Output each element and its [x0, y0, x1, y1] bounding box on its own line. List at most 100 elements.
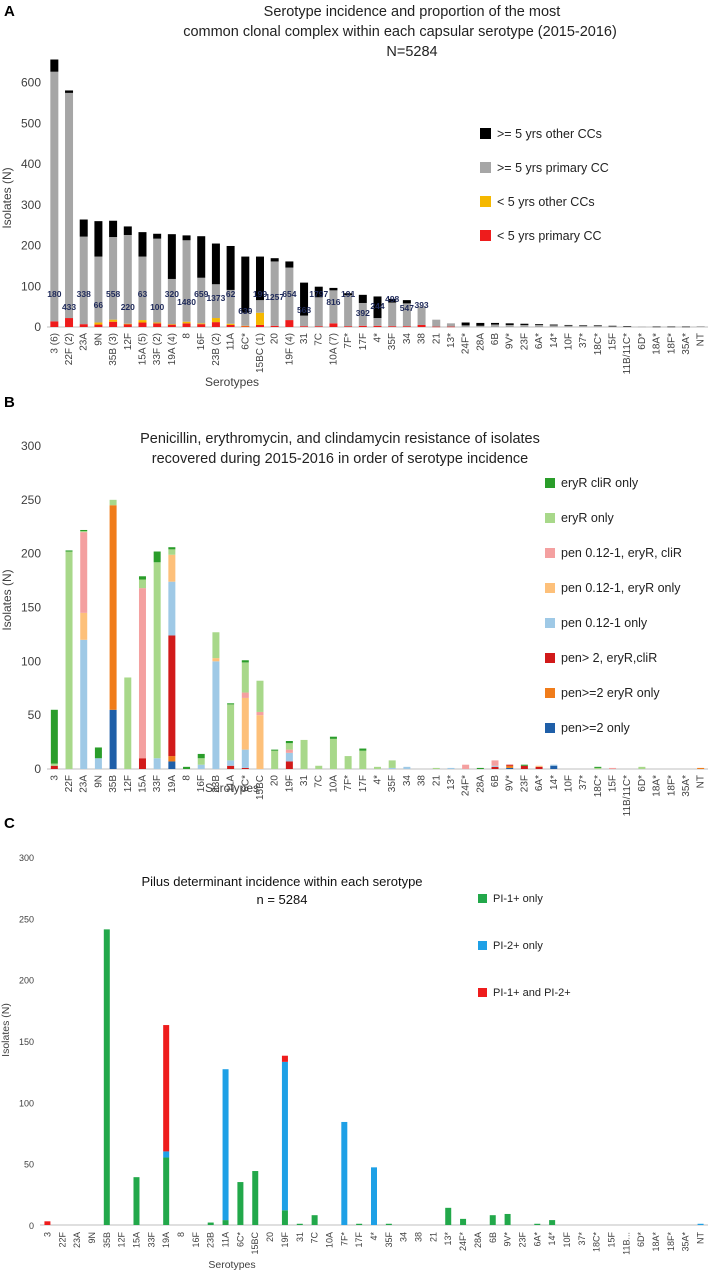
- panel-a-bar-5-yrs-other-ccs-17f: [358, 294, 367, 303]
- panel-c-bar-pi-1-only-6c: [237, 1182, 244, 1225]
- panel-a-bar-data-label: 498: [385, 294, 399, 304]
- panel-a-bar-5-yrs-primary-cc-15bc-1: [255, 300, 264, 313]
- panel-a-bar-5-yrs-primary-cc-31: [300, 315, 309, 327]
- panel-b-legend-swatch-pen-2-only: [545, 723, 555, 733]
- panel-a-xtick-label: 23B (2): [211, 333, 222, 366]
- panel-a-bar-data-label: 547: [400, 303, 414, 313]
- panel-a-xtick-label: 6C*: [240, 333, 251, 350]
- panel-a-bar-5-yrs-primary-cc-34: [402, 326, 411, 327]
- panel-a-bar-5-yrs-other-ccs-16f: [197, 323, 206, 325]
- panel-c-xtick-label: 16F: [191, 1232, 201, 1248]
- panel-c-ytick-label: 200: [19, 976, 34, 986]
- panel-a-xtick-label: 38: [417, 333, 428, 345]
- panel-b-bar-eryr-clir-only-22f: [65, 550, 73, 552]
- panel-b-legend-label-pen-2-eryr-only: pen>=2 eryR only: [561, 686, 660, 700]
- panel-a-bar-5-yrs-other-ccs-16f: [197, 236, 206, 278]
- panel-c-xtick-label: 19F: [280, 1232, 290, 1248]
- panel-b-xtick-label: 6D*: [637, 775, 648, 792]
- panel-a-bar-5-yrs-other-ccs-15bc-1: [255, 256, 264, 301]
- panel-b-bar-pen-0-12-1-eryr-only-19a: [168, 554, 176, 582]
- panel-b-bar-pen-0-12-1-eryr-clir-24f: [462, 764, 470, 769]
- panel-a-ylabel: Isolates (N): [0, 167, 14, 228]
- panel-c-ytick-label: 100: [19, 1098, 34, 1108]
- panel-b-xlabel: Serotypes: [205, 781, 259, 795]
- panel-b-xtick-label: 28A: [475, 775, 486, 793]
- panel-c-xtick-label: 17F: [354, 1232, 364, 1248]
- panel-b-title-line1: Penicillin, erythromycin, and clindamyci…: [140, 431, 540, 447]
- panel-c-xtick-label: 10F: [562, 1232, 572, 1248]
- panel-b-bar-eryr-clir-only-15a: [138, 576, 146, 580]
- panel-a-xtick-label: 31: [299, 333, 310, 345]
- panel-b-legend-label-pen-0-12-1-only: pen 0.12-1 only: [561, 616, 648, 630]
- panel-c-xtick-label: 15F: [607, 1232, 617, 1248]
- panel-b-bar-pen-2-eryr-only-nt: [697, 767, 705, 769]
- panel-a-xtick-label: 35A*: [681, 333, 692, 355]
- panel-b-ytick-label: 200: [21, 547, 41, 561]
- panel-b-bar-eryr-only-17f: [359, 750, 367, 769]
- panel-c-bar-pi-1-only-35b: [103, 929, 110, 1225]
- panel-b-ylabel: Isolates (N): [0, 569, 14, 630]
- panel-b-bar-eryr-clir-only-3: [50, 709, 58, 764]
- panel-a-xtick-label: 12F: [123, 333, 134, 350]
- panel-b-bar-pen-2-only-14: [550, 765, 558, 769]
- panel-a-legend-label-5-yrs-primary-cc: < 5 yrs primary CC: [497, 229, 602, 243]
- panel-b-legend-label-eryr-only: eryR only: [561, 511, 615, 525]
- panel-a-bar-5-yrs-other-ccs-8: [182, 321, 191, 324]
- panel-a-bar-5-yrs-primary-cc-16f: [197, 277, 206, 324]
- panel-b-bar-pen-0-12-1-eryr-clir-19f: [285, 749, 293, 753]
- panel-a-bar-data-label: 320: [165, 289, 179, 299]
- panel-a-xtick-label: 34: [402, 333, 413, 345]
- panel-a-bar-5-yrs-other-ccs-6c: [241, 256, 250, 313]
- panel-a-xtick-label: 35F: [387, 333, 398, 350]
- panel-b-bar-pen-2-eryr-clir-6c: [241, 767, 249, 769]
- panel-b-xtick-label: 18C*: [593, 775, 604, 797]
- panel-a-bar-5-yrs-other-ccs-19f-4: [285, 261, 294, 268]
- panel-a-xtick-label: 6D*: [637, 333, 648, 350]
- panel-b-xtick-label: 6B: [490, 775, 501, 788]
- panel-a-bar-5-yrs-primary-cc-11a: [226, 324, 235, 327]
- panel-a-bar-5-yrs-primary-cc-8: [182, 240, 191, 322]
- panel-a-bar-5-yrs-primary-cc-11a: [226, 289, 235, 324]
- panel-b-bar-eryr-clir-only-17f: [359, 748, 367, 751]
- panel-b-bar-eryr-clir-only-23f: [520, 764, 528, 766]
- panel-a-xtick-label: 18A*: [652, 333, 663, 355]
- panel-b-bar-eryr-clir-only-6c: [241, 660, 249, 663]
- panel-a-xtick-label: 24F*: [461, 333, 472, 354]
- panel-a-bar-5-yrs-primary-cc-15bc-1: [255, 324, 264, 327]
- panel-b-xtick-label: 4*: [373, 775, 384, 785]
- panel-a-bar-5-yrs-primary-cc-33f-2: [153, 323, 162, 327]
- panel-c-xtick-label: 18F*: [666, 1232, 676, 1252]
- panel-a-bar-5-yrs-primary-cc-10a-7: [329, 290, 338, 324]
- panel-a-ytick-label: 400: [21, 157, 41, 171]
- panel-c-xtick-label: 7F*: [339, 1232, 349, 1247]
- panel-b-ytick-label: 300: [21, 439, 41, 453]
- panel-c-xtick-label: 35B: [102, 1232, 112, 1248]
- panel-b-bar-pen-0-12-1-eryr-clir-6c: [241, 692, 249, 698]
- panel-a-bar-5-yrs-other-ccs-19a-4: [167, 324, 176, 325]
- panel-b-bar-eryr-clir-only-23a: [80, 529, 88, 532]
- panel-a-xtick-label: 14*: [549, 333, 560, 348]
- panel-b-xtick-label: 23F: [519, 775, 530, 792]
- panel-a-xtick-label: 11A: [226, 333, 237, 350]
- panel-a-bar-5-yrs-other-ccs-6a: [535, 324, 544, 325]
- panel-a-bar-5-yrs-primary-cc-11b-11c: [623, 326, 632, 328]
- panel-a-bar-5-yrs-other-ccs-10f: [564, 324, 573, 326]
- panel-a-bar-5-yrs-other-ccs-31: [300, 282, 309, 316]
- panel-b-bar-pen-2-eryr-clir-6a: [535, 766, 543, 769]
- panel-c-xtick-label: 4*: [369, 1232, 379, 1241]
- panel-a-bar-data-label: 62: [226, 289, 236, 299]
- panel-a-bar-5-yrs-primary-cc-nt: [696, 326, 705, 327]
- panel-c-ylabel: Isolates (N): [0, 1003, 12, 1057]
- panel-a-legend-swatch-5-yrs-primary-cc: [480, 162, 491, 173]
- panel-a-bar-5-yrs-primary-cc-37: [579, 325, 588, 327]
- panel-b-ytick-label: 250: [21, 493, 41, 507]
- panel-b-bar-pen-0-12-1-eryr-only-6c: [241, 697, 249, 750]
- panel-c-xtick-label: 15BC: [250, 1232, 260, 1255]
- panel-b-legend-swatch-pen-0-12-1-eryr-only: [545, 583, 555, 593]
- panel-c-bar-pi-1-only-6a: [534, 1223, 541, 1225]
- panel-b-bar-pen-0-12-1-only-35f: [388, 767, 396, 769]
- panel-c-xtick-label: 23A: [72, 1232, 82, 1248]
- panel-c-xtick-label: 18C*: [592, 1232, 602, 1253]
- panel-b-xtick-label: 10F: [563, 775, 574, 792]
- panel-c-xtick-label: 11B...: [621, 1232, 631, 1255]
